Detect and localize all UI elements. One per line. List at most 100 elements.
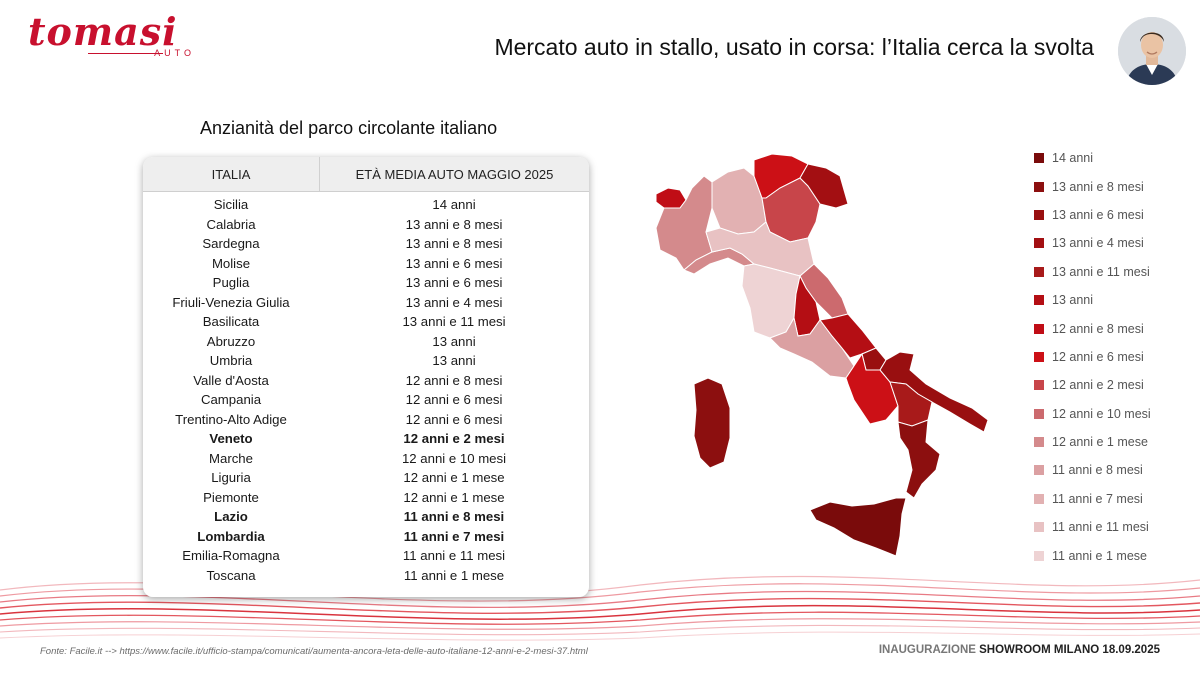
average-age-cell: 12 anni e 6 mesi xyxy=(405,392,503,407)
average-age-cell: 12 anni e 2 mesi xyxy=(403,431,505,446)
average-age-cell: 12 anni e 8 mesi xyxy=(405,372,503,388)
region-name-cell: Emilia-Romagna xyxy=(182,548,280,563)
person-portrait-icon xyxy=(1118,17,1186,85)
map-region-sicilia xyxy=(809,497,907,557)
legend-swatch xyxy=(1034,181,1044,192)
region-name-cell: Sardegna xyxy=(202,236,260,251)
footer-event: INAUGURAZIONE SHOWROOM MILANO 18.09.2025 xyxy=(879,644,1160,656)
table-row: Calabria 13 anni e 8 mesi xyxy=(143,215,589,235)
average-age-cell: 13 anni e 11 mesi xyxy=(402,314,506,329)
table-row: Molise 13 anni e 6 mesi xyxy=(143,254,589,274)
average-age-cell: 12 anni e 6 mesi xyxy=(405,411,503,427)
legend-item: 13 anni e 8 mesi xyxy=(1034,172,1151,200)
legend-swatch xyxy=(1034,266,1044,277)
region-name-cell: Trentino-Alto Adige xyxy=(175,411,287,427)
footer-event-prefix: INAUGURAZIONE xyxy=(878,644,976,656)
region-name-cell: Calabria xyxy=(206,216,256,232)
table-row: Sardegna 13 anni e 8 mesi xyxy=(143,234,589,254)
legend-label: 13 anni e 6 mesi xyxy=(1052,207,1144,222)
legend-item: 13 anni e 4 mesi xyxy=(1034,229,1151,257)
legend-label: 12 anni e 10 mesi xyxy=(1052,406,1151,421)
regions-age-table: ITALIA ETÀ MEDIA AUTO MAGGIO 2025 Sicili… xyxy=(143,157,589,597)
legend-swatch xyxy=(1034,323,1044,334)
average-age-cell: 13 anni e 6 mesi xyxy=(405,275,503,290)
map-region-emilia xyxy=(705,221,815,277)
region-name-cell: Campania xyxy=(200,392,262,407)
legend-item: 13 anni e 11 mesi xyxy=(1034,258,1151,286)
column-header-age: ETÀ MEDIA AUTO MAGGIO 2025 xyxy=(355,166,554,182)
average-age-cell: 12 anni e 1 mese xyxy=(403,489,505,505)
legend-label: 14 anni xyxy=(1052,151,1094,166)
table-row: Umbria 13 anni xyxy=(143,351,589,371)
region-name-cell: Valle d'Aosta xyxy=(193,372,269,388)
legend-item: 13 anni xyxy=(1034,286,1151,314)
average-age-cell: 13 anni e 4 mesi xyxy=(405,294,503,310)
column-header-region: ITALIA xyxy=(143,157,320,191)
legend-swatch xyxy=(1034,209,1044,220)
map-region-friuli xyxy=(799,163,849,209)
region-name-cell: Lombardia xyxy=(197,528,265,544)
logo-underline xyxy=(88,53,163,54)
legend-label: 11 anni e 1 mese xyxy=(1052,548,1147,563)
region-name-cell: Molise xyxy=(211,255,251,271)
table-row: Lombardia 11 anni e 7 mesi xyxy=(143,527,589,547)
footer-source: Fonte: Facile.it --> https://www.facile.… xyxy=(40,646,588,657)
legend-item: 14 anni xyxy=(1034,144,1151,172)
legend-swatch xyxy=(1034,550,1044,561)
legend-label: 11 anni e 8 mesi xyxy=(1052,463,1143,478)
legend-swatch xyxy=(1034,493,1044,504)
legend-swatch xyxy=(1034,437,1044,448)
average-age-cell: 13 anni e 8 mesi xyxy=(405,216,503,232)
average-age-cell: 14 anni xyxy=(432,197,476,212)
legend-swatch xyxy=(1034,295,1044,306)
legend-item: 12 anni e 1 mese xyxy=(1034,428,1151,456)
region-name-cell: Veneto xyxy=(209,431,253,446)
average-age-cell: 11 anni e 8 mesi xyxy=(403,509,505,524)
page-title: Mercato auto in stallo, usato in corsa: … xyxy=(494,34,1094,60)
legend-item: 11 anni e 7 mesi xyxy=(1034,485,1151,513)
region-name-cell: Lazio xyxy=(214,509,248,524)
avatar xyxy=(1118,17,1186,85)
legend-swatch xyxy=(1034,522,1044,533)
legend-label: 12 anni e 6 mesi xyxy=(1052,349,1144,364)
region-name-cell: Liguria xyxy=(211,470,251,485)
average-age-cell: 12 anni e 1 mese xyxy=(403,470,505,485)
table-body: Sicilia 14 anni Calabria 13 anni e 8 mesi Sa… xyxy=(143,192,589,585)
map-region-campania xyxy=(845,352,899,425)
average-age-cell: 11 anni e 11 mesi xyxy=(402,548,506,563)
table-row: Puglia 13 anni e 6 mesi xyxy=(143,273,589,293)
legend-item: 13 anni e 6 mesi xyxy=(1034,201,1151,229)
region-name-cell: Basilicata xyxy=(202,314,260,329)
average-age-cell: 13 anni xyxy=(432,353,476,368)
region-name-cell: Friuli-Venezia Giulia xyxy=(172,294,290,310)
map-region-valle-daosta xyxy=(655,187,687,209)
legend-label: 11 anni e 7 mesi xyxy=(1052,491,1143,506)
region-name-cell: Puglia xyxy=(212,275,250,290)
logo-subtitle: AUTO xyxy=(154,48,195,58)
region-name-cell: Toscana xyxy=(206,567,256,583)
legend-item: 11 anni e 11 mesi xyxy=(1034,513,1151,541)
table-row: Abruzzo 13 anni xyxy=(143,332,589,352)
legend-swatch xyxy=(1034,380,1044,391)
map-region-sardegna xyxy=(693,377,731,469)
average-age-cell: 13 anni e 6 mesi xyxy=(405,255,503,271)
legend-swatch xyxy=(1034,351,1044,362)
legend-label: 13 anni e 8 mesi xyxy=(1052,179,1144,194)
table-row: Liguria 12 anni e 1 mese xyxy=(143,468,589,488)
table-row: Valle d'Aosta 12 anni e 8 mesi xyxy=(143,371,589,391)
region-name-cell: Sicilia xyxy=(213,197,249,212)
table-row: Toscana 11 anni e 1 mese xyxy=(143,566,589,586)
legend-label: 12 anni e 1 mese xyxy=(1052,435,1148,450)
average-age-cell: 13 anni e 8 mesi xyxy=(405,236,503,251)
footer-event-main: SHOWROOM MILANO 18.09.2025 xyxy=(979,644,1160,656)
table-row: Basilicata 13 anni e 11 mesi xyxy=(143,312,589,332)
legend-swatch xyxy=(1034,408,1044,419)
legend-swatch xyxy=(1034,465,1044,476)
section-title: Anzianità del parco circolante italiano xyxy=(200,118,498,138)
table-row: Campania 12 anni e 6 mesi xyxy=(143,390,589,410)
region-name-cell: Marche xyxy=(209,450,253,466)
table-header: ITALIA ETÀ MEDIA AUTO MAGGIO 2025 xyxy=(143,157,589,192)
legend-swatch xyxy=(1034,153,1044,164)
legend-label: 12 anni e 8 mesi xyxy=(1052,321,1144,336)
legend-item: 12 anni e 6 mesi xyxy=(1034,343,1151,371)
